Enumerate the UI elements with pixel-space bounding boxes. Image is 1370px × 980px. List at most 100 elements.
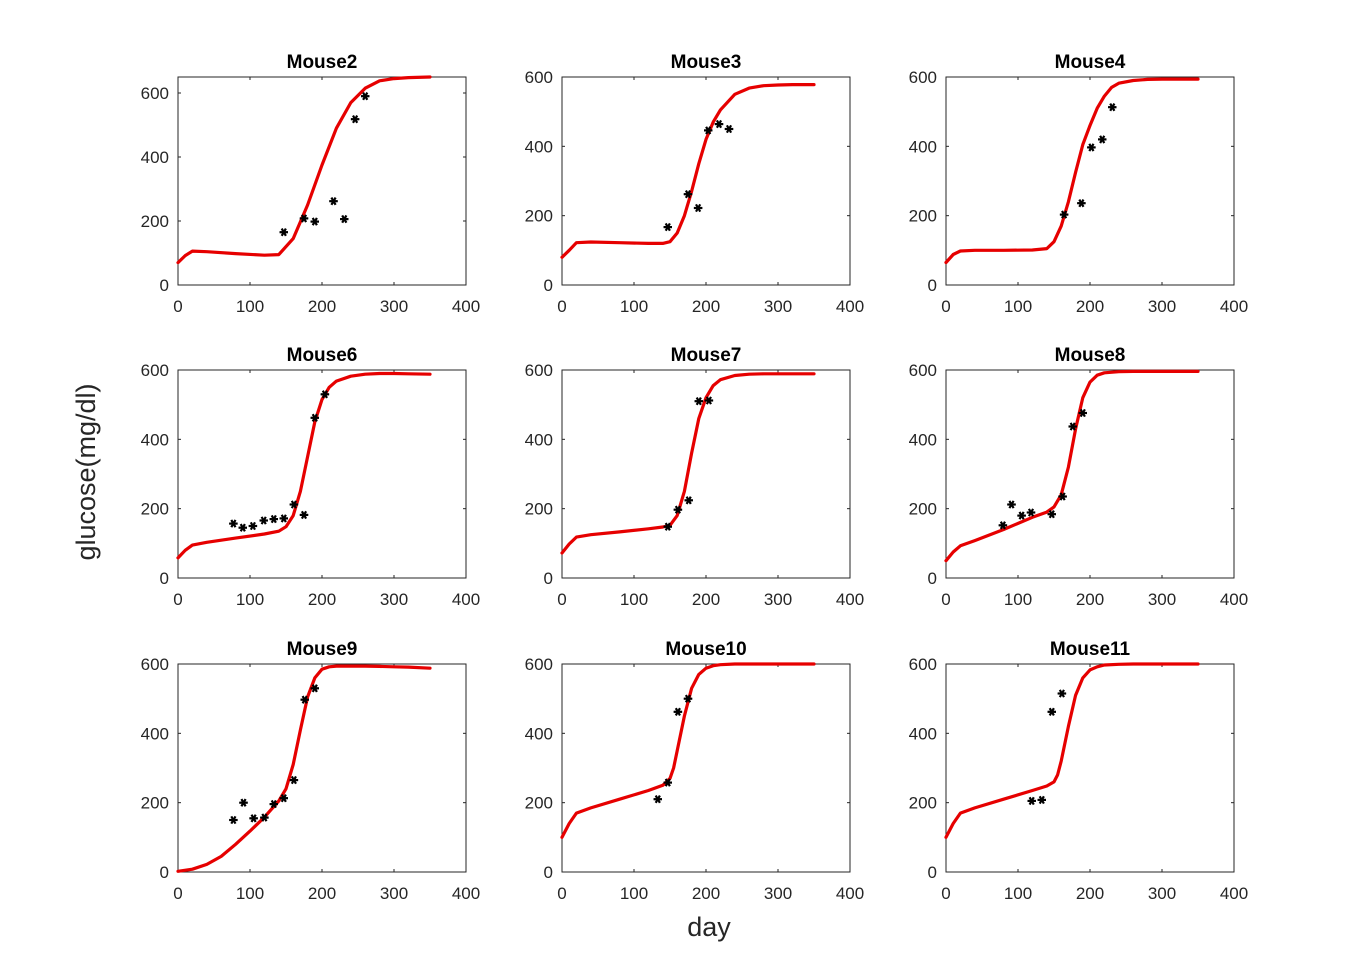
x-tick-label: 400	[836, 297, 864, 316]
data-point	[320, 390, 330, 399]
subplot-mouse11: 0 100 200 300 400 0 200 400 600 Mouse11	[909, 639, 1249, 903]
x-tick-label: 100	[236, 297, 264, 316]
x-tick-label: 200	[692, 884, 720, 903]
data-point	[663, 222, 672, 232]
y-tick-label: 0	[544, 569, 553, 588]
x-tick-label: 300	[764, 884, 792, 903]
data-point	[289, 500, 299, 509]
y-tick-label: 600	[909, 361, 937, 380]
model-curve	[176, 371, 432, 560]
subplot-title: Mouse6	[287, 345, 358, 366]
subplot-mouse8: 0 100 200 300 400 0 200 400 600 Mouse8	[909, 345, 1249, 609]
data-point	[279, 794, 288, 803]
x-tick-label: 100	[1004, 590, 1032, 609]
subplot-title: Mouse2	[287, 52, 358, 73]
x-tick-label: 0	[941, 884, 950, 903]
x-tick-label: 300	[380, 884, 408, 903]
x-tick-label: 100	[1004, 297, 1032, 316]
subplot-title: Mouse11	[1050, 639, 1131, 660]
x-tick-label: 0	[173, 590, 182, 609]
model-curve	[176, 75, 432, 265]
data-point	[724, 124, 734, 134]
subplot-mouse3: 0 100 200 300 400 0 200 400 600 Mouse3	[525, 52, 865, 316]
data-point	[1047, 707, 1057, 716]
x-tick-label: 300	[1148, 884, 1176, 903]
x-tick-label: 0	[941, 590, 950, 609]
data-point	[248, 521, 258, 531]
x-tick-label: 400	[836, 884, 864, 903]
data-point	[1097, 135, 1107, 144]
x-tick-label: 300	[764, 297, 792, 316]
data-point	[1108, 103, 1117, 112]
y-tick-label: 0	[160, 276, 169, 295]
model-curve	[560, 662, 816, 839]
data-point	[1078, 408, 1088, 418]
x-tick-label: 400	[452, 590, 480, 609]
data-point	[310, 413, 319, 422]
data-point	[238, 523, 248, 532]
data-point	[239, 798, 248, 807]
y-tick-label: 600	[525, 655, 553, 674]
y-tick-label: 0	[160, 863, 169, 882]
subplot-title: Mouse4	[1055, 52, 1126, 73]
data-point	[683, 694, 693, 703]
y-tick-label: 200	[909, 500, 937, 519]
x-tick-label: 300	[380, 297, 408, 316]
data-point	[998, 521, 1008, 530]
x-tick-label: 100	[1004, 884, 1032, 903]
x-tick-label: 400	[452, 884, 480, 903]
figure-ylabel: glucose(mg/dl)	[71, 383, 101, 560]
data-point	[229, 815, 238, 825]
data-point	[714, 119, 724, 129]
x-tick-label: 100	[236, 590, 264, 609]
data-point	[1026, 508, 1036, 517]
y-tick-label: 0	[928, 569, 937, 588]
subplot-mouse10: 0 100 200 300 400 0 200 400 600 Mouse10	[525, 639, 865, 903]
x-tick-label: 200	[692, 297, 720, 316]
x-tick-label: 200	[308, 884, 336, 903]
x-tick-label: 400	[836, 590, 864, 609]
data-point	[1027, 796, 1036, 806]
data-point	[249, 814, 258, 823]
y-tick-label: 600	[909, 655, 937, 674]
x-tick-label: 300	[1148, 590, 1176, 609]
model-curve	[560, 372, 816, 555]
y-tick-label: 600	[909, 68, 937, 87]
subplot-mouse2: 0 100 200 300 400 0 200 400 600 Mouse2	[141, 52, 481, 316]
y-tick-label: 200	[909, 207, 937, 226]
y-tick-label: 400	[909, 724, 937, 743]
subplot-mouse9: 0 100 200 300 400 0 200 400 600 Mouse9	[141, 639, 481, 903]
data-point	[1068, 422, 1077, 431]
data-point	[310, 684, 319, 693]
y-tick-label: 200	[141, 500, 169, 519]
data-point	[694, 397, 703, 406]
data-point	[1087, 143, 1096, 152]
x-tick-label: 300	[1148, 297, 1176, 316]
y-tick-label: 200	[525, 500, 553, 519]
y-tick-label: 200	[141, 212, 169, 231]
data-point	[279, 514, 288, 523]
subplot-mouse6: 0 100 200 300 400 0 200 400 600 Mouse6	[141, 345, 481, 609]
y-tick-label: 200	[141, 794, 169, 813]
y-tick-label: 600	[141, 84, 169, 103]
y-tick-label: 200	[525, 207, 553, 226]
data-point	[1017, 511, 1026, 520]
x-tick-label: 0	[557, 590, 566, 609]
data-point	[1077, 199, 1086, 208]
x-tick-label: 100	[620, 297, 648, 316]
data-point	[1057, 689, 1067, 698]
y-tick-label: 0	[160, 569, 169, 588]
subplot-title: Mouse9	[287, 639, 358, 660]
y-tick-label: 600	[141, 361, 169, 380]
data-point	[1058, 492, 1067, 501]
y-tick-label: 0	[544, 276, 553, 295]
data-point	[299, 214, 309, 223]
y-tick-label: 400	[909, 430, 937, 449]
x-tick-label: 200	[1076, 590, 1104, 609]
y-tick-label: 200	[909, 794, 937, 813]
x-tick-label: 400	[1220, 884, 1248, 903]
y-tick-label: 0	[928, 276, 937, 295]
x-tick-label: 200	[692, 590, 720, 609]
x-tick-label: 200	[308, 297, 336, 316]
data-point	[1047, 510, 1057, 519]
